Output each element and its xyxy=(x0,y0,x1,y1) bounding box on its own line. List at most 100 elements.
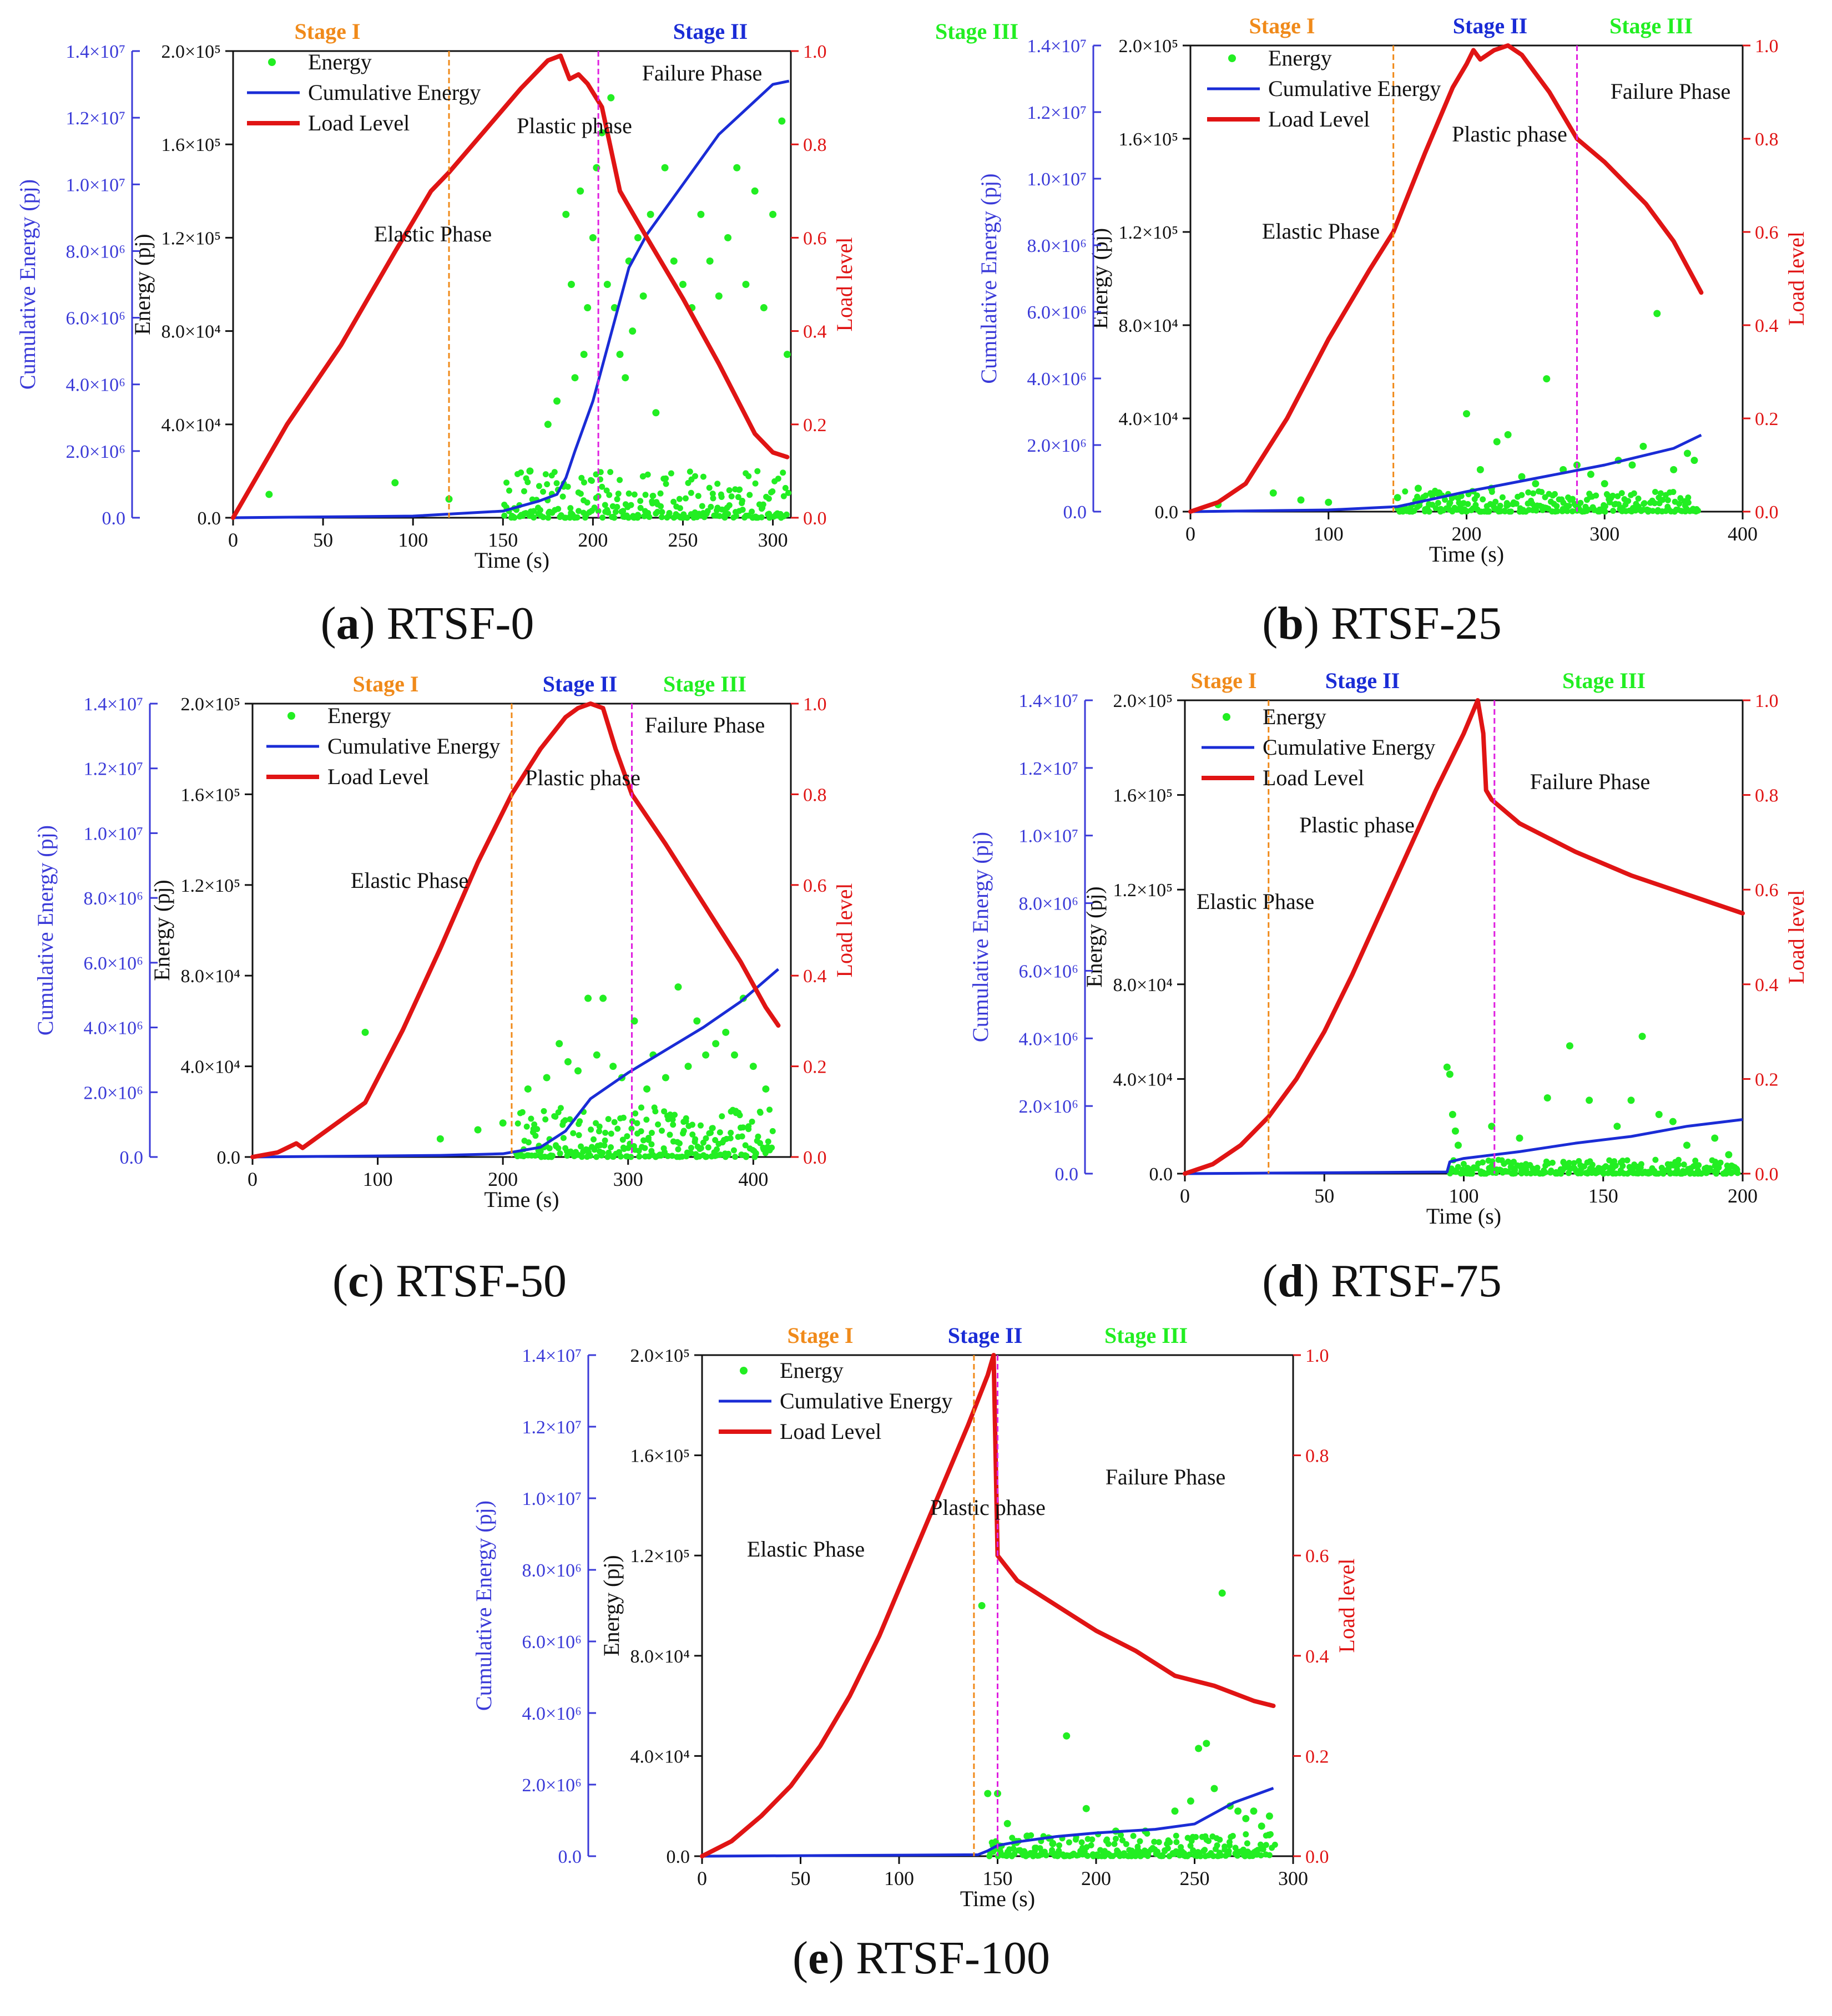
energy-band-point xyxy=(1675,1161,1682,1168)
energy-band-point xyxy=(730,1147,737,1154)
energy-band-point xyxy=(1426,508,1432,515)
x-tick-label: 0 xyxy=(1185,523,1195,545)
energy-band-point xyxy=(557,1150,563,1157)
cumulative-energy-line xyxy=(1184,1118,1743,1175)
energy-band-point xyxy=(1210,1853,1217,1860)
energy-band-point xyxy=(1132,1853,1139,1860)
x-tick-label: 200 xyxy=(488,1168,518,1190)
energy-band-point xyxy=(1066,1839,1072,1846)
energy-band-point xyxy=(632,1110,639,1116)
energy-band-point xyxy=(576,508,582,514)
energy-band-point xyxy=(726,502,733,508)
caption-d: (d) RTSF-75 xyxy=(1262,1255,1502,1307)
energy-point xyxy=(1325,498,1333,506)
energy-band-point xyxy=(1670,489,1677,496)
load-tick-label: 0.2 xyxy=(1755,409,1779,430)
energy-band-point xyxy=(638,1128,644,1135)
energy-band-point xyxy=(1422,492,1429,499)
energy-point xyxy=(684,1063,692,1070)
cumulative-tick-label: 2.0×10⁶ xyxy=(83,1083,143,1103)
energy-tick-label: 1.6×10⁵ xyxy=(1113,786,1173,806)
energy-point xyxy=(984,1790,992,1797)
energy-band-point xyxy=(587,1153,594,1159)
energy-band-point xyxy=(1690,1163,1697,1170)
stage-label: Stage II xyxy=(673,19,748,44)
legend-label-cumulative: Cumulative Energy xyxy=(1263,735,1435,760)
energy-band-point xyxy=(1593,492,1599,499)
cumulative-tick-label: 1.2×10⁷ xyxy=(1018,759,1078,779)
energy-band-point xyxy=(739,498,745,504)
cumulative-tick-label: 8.0×10⁶ xyxy=(1027,236,1087,256)
energy-tick-label: 1.6×10⁵ xyxy=(1118,129,1178,150)
x-tick-label: 400 xyxy=(1728,523,1758,545)
energy-band-point xyxy=(692,1136,699,1143)
energy-point xyxy=(1566,1042,1573,1050)
energy-band-point xyxy=(631,491,638,498)
energy-tick-label: 8.0×10⁴ xyxy=(161,322,221,342)
energy-band-point xyxy=(1473,492,1480,499)
energy-band-point xyxy=(689,1131,696,1138)
energy-band-point xyxy=(703,1154,710,1160)
energy-band-point xyxy=(1610,508,1617,514)
phase-label-plastic: Plastic phase xyxy=(1299,812,1415,837)
energy-band-point xyxy=(1552,491,1558,497)
energy-band-point xyxy=(1618,490,1625,497)
energy-band-point xyxy=(785,489,791,496)
stage-label: Stage I xyxy=(788,1323,854,1348)
energy-band-point xyxy=(705,1144,711,1151)
energy-band-point xyxy=(1402,488,1409,495)
cumulative-tick-label: 1.0×10⁷ xyxy=(522,1489,582,1509)
energy-band-point xyxy=(603,487,610,494)
energy-point xyxy=(1234,1807,1242,1815)
phase-label-elastic: Elastic Phase xyxy=(747,1537,865,1562)
energy-band-point xyxy=(1214,1842,1220,1848)
cumulative-tick-label: 1.4×10⁷ xyxy=(83,694,143,715)
energy-point xyxy=(361,1028,369,1036)
energy-point xyxy=(760,304,768,312)
energy-point xyxy=(679,281,687,288)
cumulative-tick-label: 0.0 xyxy=(102,508,126,529)
energy-band-point xyxy=(640,1137,647,1144)
energy-band-point xyxy=(1595,1165,1602,1171)
energy-band-point xyxy=(743,1153,750,1159)
load-tick-label: 0.4 xyxy=(803,322,827,342)
energy-band-point xyxy=(1263,1842,1269,1848)
caption-name: RTSF-75 xyxy=(1330,1255,1502,1307)
energy-point xyxy=(1504,431,1512,438)
energy-band-point xyxy=(1029,1853,1036,1860)
energy-band-point xyxy=(1687,1170,1693,1177)
cumulative-tick-label: 1.0×10⁷ xyxy=(83,823,143,844)
energy-band-point xyxy=(501,512,508,519)
energy-band-point xyxy=(695,493,701,499)
energy-point xyxy=(580,351,588,358)
energy-point xyxy=(1476,466,1484,473)
energy-band-point xyxy=(1534,1164,1541,1171)
energy-band-point xyxy=(1619,1158,1626,1164)
energy-band-point xyxy=(544,481,551,488)
energy-point xyxy=(1670,466,1678,473)
cumulative-tick-label: 4.0×10⁶ xyxy=(83,1018,143,1039)
energy-point xyxy=(1082,1805,1090,1812)
phase-label-plastic: Plastic phase xyxy=(517,113,632,138)
stage-label: Stage III xyxy=(1104,1323,1188,1348)
load-level-line xyxy=(231,53,790,520)
energy-point xyxy=(1269,489,1277,497)
energy-band-point xyxy=(749,1118,755,1125)
energy-point xyxy=(1218,1589,1226,1597)
energy-tick-label: 8.0×10⁴ xyxy=(630,1646,690,1667)
energy-band-point xyxy=(525,1139,532,1146)
energy-band-point xyxy=(628,1125,635,1132)
load-tick-label: 1.0 xyxy=(1755,691,1779,711)
energy-band-point xyxy=(595,508,602,514)
cumulative-tick-label: 1.4×10⁷ xyxy=(522,1346,582,1366)
energy-band-point xyxy=(668,470,674,477)
energy-band-point xyxy=(551,469,558,476)
energy-point xyxy=(1242,1815,1250,1822)
cumulative-tick-label: 6.0×10⁶ xyxy=(1018,961,1078,982)
load-tick-label: 1.0 xyxy=(803,694,827,715)
cumulative-energy-line xyxy=(1190,433,1702,513)
energy-band-point xyxy=(1455,1164,1461,1170)
energy-point xyxy=(1414,484,1422,492)
energy-band-point xyxy=(688,489,694,496)
energy-band-point xyxy=(665,1116,672,1123)
